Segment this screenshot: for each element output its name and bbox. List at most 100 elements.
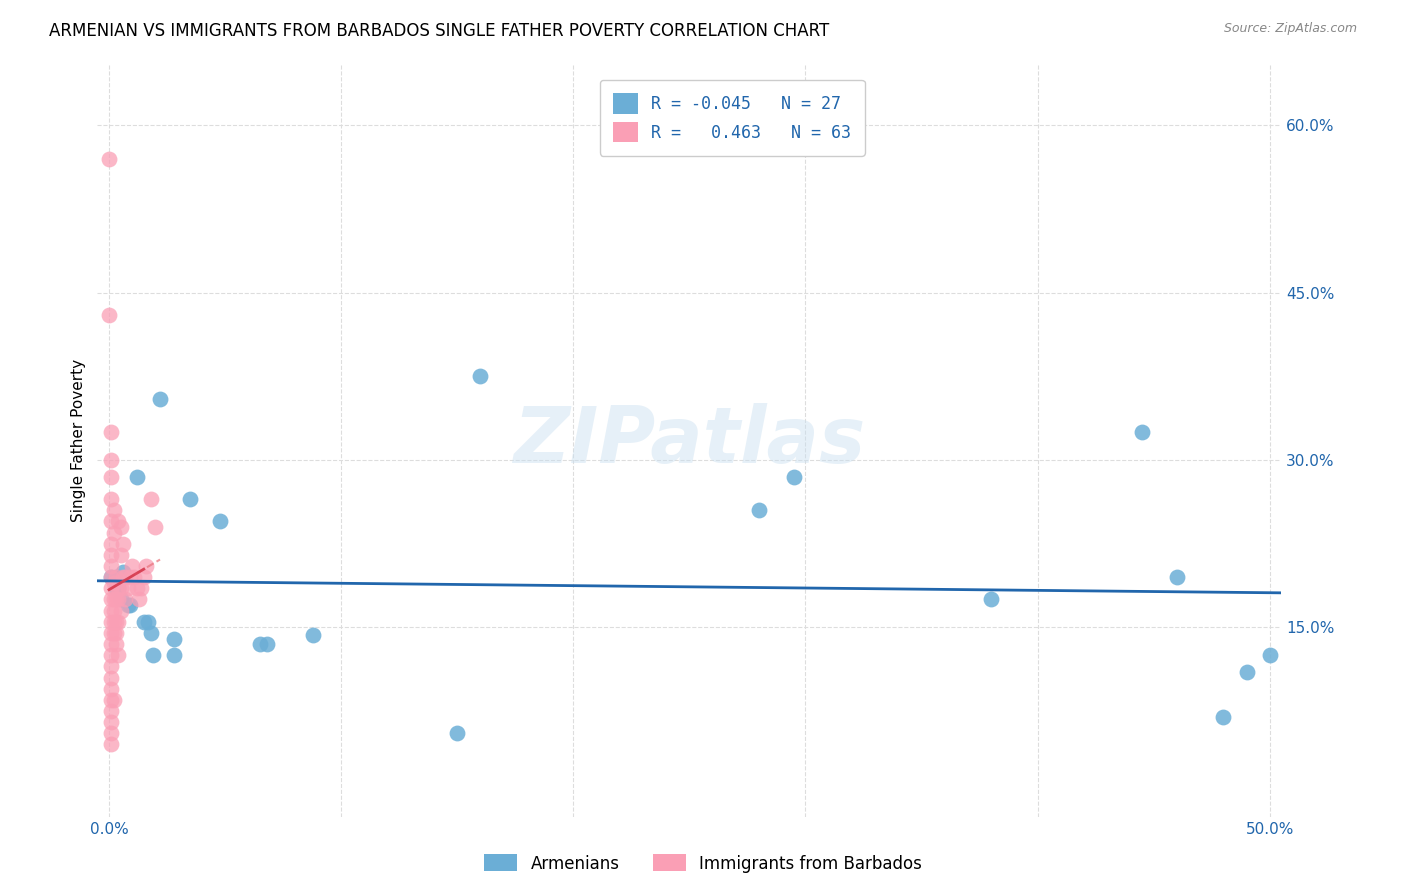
Point: [118, 598, 141, 612]
Point: [103, 592, 125, 607]
Point: [100, 570, 122, 584]
Point: [107, 648, 129, 663]
Point: [163, 632, 186, 646]
Point: [149, 392, 172, 406]
Point: [446, 726, 468, 740]
Point: [103, 525, 125, 540]
Point: [1166, 570, 1188, 584]
Point: [100, 548, 122, 562]
Point: [118, 570, 141, 584]
Point: [100, 648, 122, 663]
Point: [104, 570, 127, 584]
Point: [135, 559, 157, 574]
Point: [142, 648, 165, 663]
Point: [100, 570, 122, 584]
Point: [110, 548, 132, 562]
Point: [104, 637, 127, 651]
Point: [104, 582, 127, 596]
Point: [111, 537, 134, 551]
Point: [100, 604, 122, 618]
Point: [107, 582, 129, 596]
Point: [1236, 665, 1258, 679]
Point: [100, 626, 122, 640]
Point: [100, 559, 122, 574]
Point: [132, 615, 155, 629]
Point: [121, 559, 143, 574]
Point: [100, 637, 122, 651]
Point: [100, 515, 122, 529]
Point: [100, 704, 122, 718]
Point: [104, 570, 127, 584]
Point: [100, 615, 122, 629]
Point: [100, 659, 122, 673]
Point: [783, 470, 806, 484]
Point: [100, 715, 122, 730]
Point: [100, 738, 122, 752]
Point: [256, 637, 278, 651]
Point: [104, 615, 127, 629]
Point: [100, 425, 122, 439]
Point: [103, 693, 125, 707]
Point: [1258, 648, 1281, 663]
Point: [104, 626, 127, 640]
Point: [748, 503, 770, 517]
Point: [100, 726, 122, 740]
Point: [114, 570, 136, 584]
Point: [103, 575, 125, 590]
Point: [117, 598, 139, 612]
Text: ARMENIAN VS IMMIGRANTS FROM BARBADOS SINGLE FATHER POVERTY CORRELATION CHART: ARMENIAN VS IMMIGRANTS FROM BARBADOS SIN…: [49, 22, 830, 40]
Point: [103, 626, 125, 640]
Point: [117, 582, 139, 596]
Point: [163, 648, 186, 663]
Point: [145, 520, 167, 534]
Point: [980, 592, 1002, 607]
Point: [249, 637, 271, 651]
Point: [103, 604, 125, 618]
Point: [100, 470, 122, 484]
Point: [132, 570, 155, 584]
Point: [111, 570, 134, 584]
Point: [139, 626, 162, 640]
Point: [111, 565, 134, 579]
Point: [100, 582, 122, 596]
Point: [103, 503, 125, 517]
Point: [97, 308, 120, 322]
Point: [139, 492, 162, 507]
Point: [100, 537, 122, 551]
Text: ZIPatlas: ZIPatlas: [513, 402, 866, 478]
Point: [100, 681, 122, 696]
Point: [125, 582, 148, 596]
Point: [107, 582, 129, 596]
Point: [100, 453, 122, 467]
Point: [100, 592, 122, 607]
Point: [302, 628, 325, 642]
Point: [107, 592, 129, 607]
Point: [97, 152, 120, 166]
Point: [103, 615, 125, 629]
Point: [209, 515, 232, 529]
Point: [124, 570, 146, 584]
Point: [138, 615, 160, 629]
Point: [125, 470, 148, 484]
Point: [100, 693, 122, 707]
Point: [100, 492, 122, 507]
Point: [104, 592, 127, 607]
Point: [110, 520, 132, 534]
Point: [179, 492, 201, 507]
Point: [110, 592, 132, 607]
Point: [128, 592, 150, 607]
Point: [100, 671, 122, 685]
Y-axis label: Single Father Poverty: Single Father Poverty: [72, 359, 86, 522]
Point: [110, 582, 132, 596]
Point: [114, 592, 136, 607]
Point: [107, 515, 129, 529]
Point: [470, 369, 492, 384]
Point: [110, 604, 132, 618]
Text: Source: ZipAtlas.com: Source: ZipAtlas.com: [1223, 22, 1357, 36]
Legend: R = -0.045   N = 27, R =   0.463   N = 63: R = -0.045 N = 27, R = 0.463 N = 63: [599, 80, 865, 155]
Point: [131, 582, 153, 596]
Point: [1130, 425, 1153, 439]
Point: [1212, 709, 1234, 723]
Point: [107, 615, 129, 629]
Legend: Armenians, Immigrants from Barbados: Armenians, Immigrants from Barbados: [477, 847, 929, 880]
